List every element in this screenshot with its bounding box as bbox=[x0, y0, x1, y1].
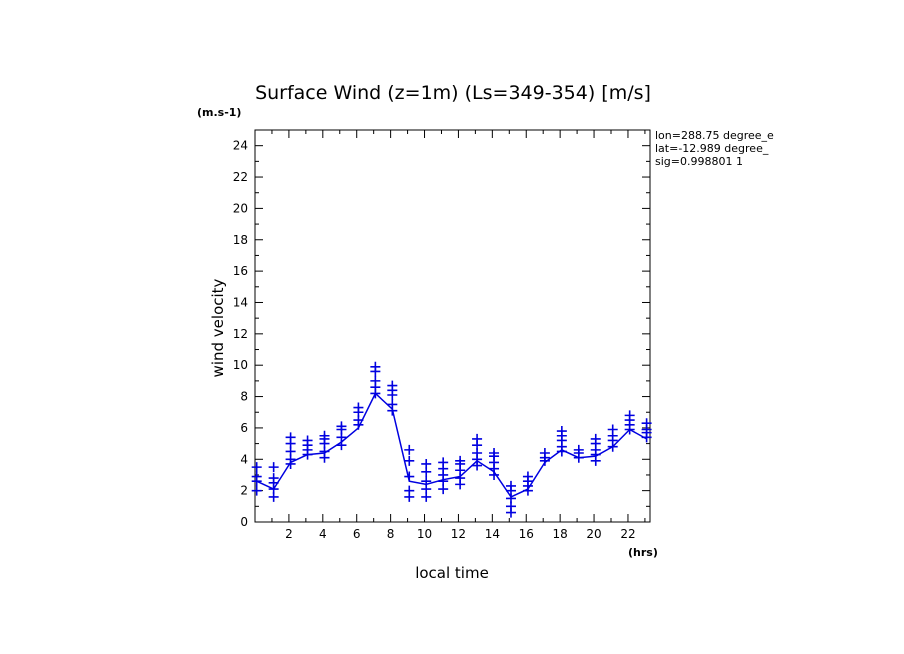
data-point-marker bbox=[404, 444, 415, 455]
y-tick-label: 8 bbox=[240, 390, 248, 404]
x-tick-label: 16 bbox=[519, 527, 534, 541]
x-tick-label: 10 bbox=[417, 527, 432, 541]
data-point-marker bbox=[522, 471, 533, 482]
x-tick-label: 8 bbox=[387, 527, 395, 541]
data-point-marker bbox=[438, 457, 449, 468]
data-point-marker bbox=[387, 380, 398, 391]
x-axis-label: local time bbox=[415, 564, 489, 582]
data-point-marker bbox=[251, 485, 262, 496]
data-point-marker bbox=[285, 432, 296, 443]
x-tick-label: 2 bbox=[285, 527, 293, 541]
y-tick-label: 0 bbox=[240, 515, 248, 529]
data-point-marker bbox=[556, 426, 567, 437]
data-point-marker bbox=[607, 424, 618, 435]
data-point-marker bbox=[489, 448, 500, 459]
data-point-marker bbox=[251, 471, 262, 482]
x-tick-label: 14 bbox=[485, 527, 500, 541]
data-point-marker bbox=[472, 433, 483, 444]
x-tick-label: 20 bbox=[586, 527, 601, 541]
data-point-marker bbox=[370, 375, 381, 386]
data-point-marker bbox=[505, 480, 516, 491]
data-point-marker bbox=[539, 448, 550, 459]
data-point-marker bbox=[624, 410, 635, 421]
chart-title: Surface Wind (z=1m) (Ls=349-354) [m/s] bbox=[255, 82, 651, 104]
y-unit-label: (m.s-1) bbox=[197, 106, 241, 119]
y-tick-label: 12 bbox=[233, 327, 248, 341]
data-point-marker bbox=[302, 435, 313, 446]
data-point-marker bbox=[404, 455, 415, 466]
data-point-marker bbox=[590, 433, 601, 444]
y-tick-label: 22 bbox=[233, 170, 248, 184]
data-point-marker bbox=[387, 399, 398, 410]
data-point-marker bbox=[421, 458, 432, 469]
data-point-marker bbox=[455, 455, 466, 466]
data-point-marker bbox=[370, 361, 381, 372]
data-point-marker bbox=[404, 471, 415, 482]
x-tick-label: 18 bbox=[553, 527, 568, 541]
y-tick-label: 4 bbox=[240, 452, 248, 466]
y-tick-label: 6 bbox=[240, 421, 248, 435]
x-unit-label: (hrs) bbox=[628, 546, 658, 559]
data-point-marker bbox=[573, 444, 584, 455]
x-tick-label: 6 bbox=[353, 527, 361, 541]
x-tick-label: 4 bbox=[319, 527, 327, 541]
y-tick-label: 2 bbox=[240, 484, 248, 498]
y-tick-label: 24 bbox=[233, 139, 248, 153]
data-point-marker bbox=[268, 473, 279, 484]
data-point-marker bbox=[353, 402, 364, 413]
x-tick-label: 22 bbox=[620, 527, 635, 541]
data-point-marker bbox=[421, 476, 432, 487]
x-tick-label: 12 bbox=[451, 527, 466, 541]
data-point-marker bbox=[404, 485, 415, 496]
plot-frame bbox=[254, 129, 651, 523]
series-line bbox=[256, 392, 647, 498]
y-axis-label: wind velocity bbox=[209, 278, 227, 377]
data-point-marker bbox=[319, 430, 330, 441]
y-tick-label: 10 bbox=[233, 358, 248, 372]
y-tick-label: 14 bbox=[233, 295, 248, 309]
info-lat: lat=-12.989 degree_ bbox=[655, 142, 769, 155]
data-point-marker bbox=[251, 462, 262, 473]
info-sig: sig=0.998801 1 bbox=[655, 155, 743, 168]
info-lon: lon=288.75 degree_e bbox=[655, 129, 774, 142]
y-tick-label: 18 bbox=[233, 233, 248, 247]
data-point-marker bbox=[641, 418, 652, 429]
y-tick-label: 16 bbox=[233, 264, 248, 278]
y-tick-label: 20 bbox=[233, 201, 248, 215]
data-point-marker bbox=[268, 462, 279, 473]
data-point-marker bbox=[336, 421, 347, 432]
